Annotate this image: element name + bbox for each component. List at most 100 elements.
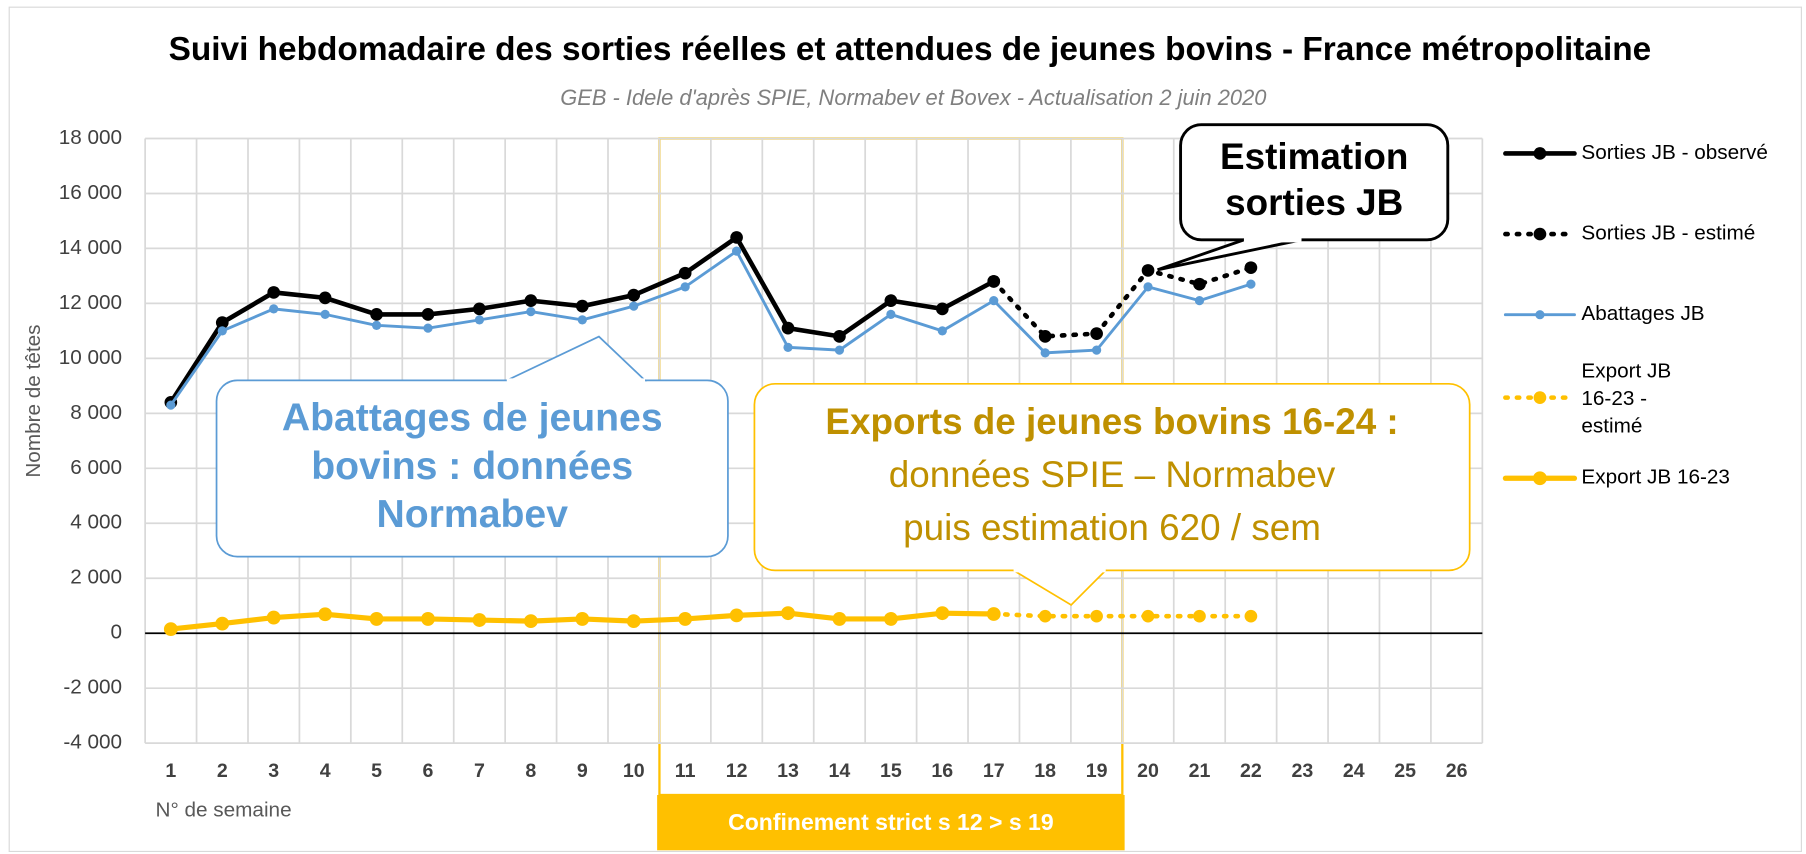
series-point	[166, 400, 176, 410]
series-point	[1090, 327, 1103, 340]
series-point	[935, 302, 949, 316]
series-point	[1040, 348, 1050, 358]
series-point	[680, 282, 690, 292]
series-point	[575, 299, 589, 313]
x-tick-label: 10	[623, 760, 645, 782]
series-point	[1244, 609, 1258, 623]
series-point	[989, 296, 999, 306]
legend-marker	[1533, 227, 1547, 241]
chart-title: Suivi hebdomadaire des sorties réelles e…	[169, 31, 1652, 68]
x-tick-label: 9	[577, 760, 588, 782]
series-point	[575, 612, 590, 626]
series-point	[832, 612, 847, 626]
series-point	[627, 288, 641, 302]
callout-text: Exports de jeunes bovins 16-24 :	[825, 401, 1398, 442]
x-tick-label: 13	[777, 760, 799, 782]
highlight-label: Confinement strict s 12 > s 19	[728, 809, 1054, 835]
series-point	[883, 612, 898, 626]
series-point	[1193, 277, 1206, 291]
y-axis-label: Nombre de têtes	[22, 324, 45, 477]
series-point	[729, 608, 744, 623]
series-point	[1246, 279, 1256, 289]
x-tick-label: 8	[525, 760, 536, 782]
series-point	[215, 616, 230, 631]
legend-label-line: Export JB	[1581, 360, 1671, 383]
x-tick-label: 6	[423, 760, 434, 782]
y-tick-label: 18 000	[59, 126, 122, 149]
series-point	[886, 309, 896, 319]
y-tick-label: 10 000	[59, 346, 122, 369]
series-point	[781, 321, 795, 335]
series-point	[678, 266, 692, 280]
series-point	[781, 606, 795, 621]
callout-text: données SPIE – Normabev	[889, 454, 1336, 495]
series-point	[318, 607, 333, 622]
series-point	[370, 308, 383, 321]
series-point	[1092, 345, 1102, 355]
x-tick-label: 2	[217, 760, 228, 782]
series-point	[473, 302, 486, 316]
x-tick-label: 12	[726, 760, 748, 782]
x-axis-label: N° de semaine	[155, 799, 291, 822]
series-point	[1244, 261, 1258, 274]
series-point	[937, 326, 947, 336]
series-point	[267, 286, 281, 299]
x-tick-label: 3	[268, 760, 279, 782]
x-tick-label: 19	[1086, 760, 1108, 782]
x-tick-label: 15	[880, 760, 902, 782]
series-point	[318, 291, 332, 305]
x-tick-label: 5	[371, 760, 382, 782]
series-point	[523, 614, 538, 629]
series-point	[371, 320, 382, 330]
y-tick-label: 2 000	[70, 566, 122, 589]
x-tick-label: 23	[1291, 760, 1313, 782]
y-tick-label: 4 000	[70, 511, 122, 534]
series-point	[935, 606, 950, 621]
series-line	[991, 611, 1254, 619]
y-tick-label: -4 000	[63, 731, 122, 754]
series-point	[1194, 296, 1205, 306]
x-tick-label: 16	[931, 760, 953, 782]
series-point	[834, 345, 845, 355]
y-tick-label: 16 000	[59, 181, 122, 204]
series-point	[783, 342, 793, 352]
y-tick-label: 12 000	[59, 291, 122, 314]
legend-marker	[1533, 471, 1547, 486]
series-point	[524, 294, 538, 307]
y-tick-label: 8 000	[70, 401, 122, 424]
series-point	[526, 307, 536, 317]
legend-label: Abattages JB	[1581, 302, 1704, 325]
series-point	[163, 622, 178, 637]
callout-text: Estimation	[1220, 136, 1408, 177]
series-point	[1143, 282, 1153, 292]
x-tick-label: 26	[1446, 760, 1468, 782]
x-tick-label: 1	[165, 760, 176, 782]
x-tick-label: 17	[983, 760, 1005, 782]
callout-text: Normabev	[376, 493, 568, 536]
legend-label: Export JB 16-23 - estimé	[1581, 360, 1671, 438]
series-point	[266, 610, 281, 625]
legend-label: Sorties JB - observé	[1581, 141, 1768, 164]
series-point	[833, 330, 846, 343]
legend-marker	[1533, 391, 1547, 404]
x-tick-label: 22	[1240, 760, 1262, 782]
legend-label: Export JB 16-23	[1581, 466, 1730, 489]
x-tick-label: 11	[675, 760, 696, 782]
series-point	[678, 612, 693, 626]
legend-label-line: estimé	[1581, 415, 1642, 438]
series-point	[1038, 609, 1052, 623]
chart-subtitle: GEB - Idele d'après SPIE, Normabev et Bo…	[560, 85, 1266, 110]
series-point	[1038, 330, 1052, 343]
series-point	[1141, 264, 1155, 277]
callout-text: bovins : données	[311, 445, 633, 488]
legend-marker	[1535, 310, 1545, 320]
highlight-label-bg	[657, 794, 1125, 851]
series-point	[577, 315, 587, 325]
x-tick-label: 21	[1189, 760, 1211, 782]
series-point	[269, 304, 279, 314]
series-point	[423, 323, 433, 333]
x-tick-label: 18	[1034, 760, 1056, 782]
x-tick-label: 14	[829, 760, 851, 782]
series-point	[629, 301, 639, 311]
